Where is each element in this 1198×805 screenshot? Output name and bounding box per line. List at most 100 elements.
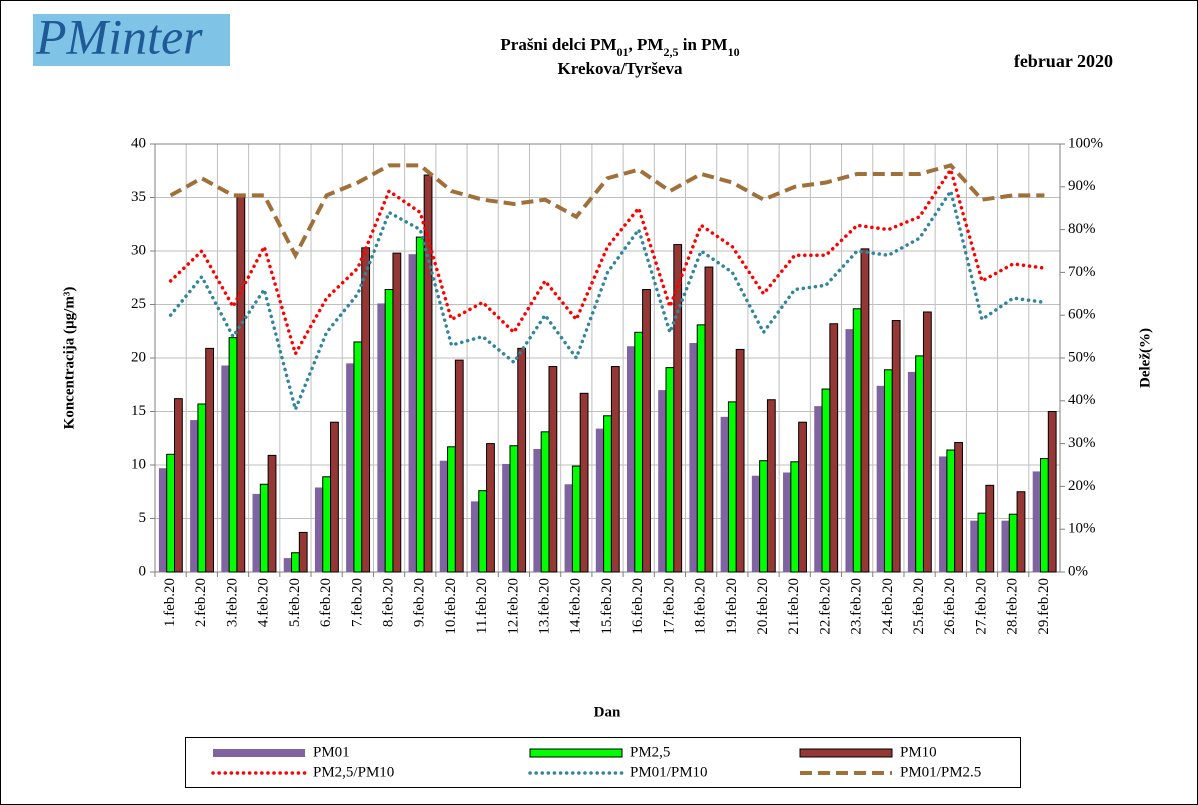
y-tick-label: 15 <box>131 403 146 419</box>
x-tick-label: 26.feb.20 <box>942 578 958 635</box>
logo-box <box>33 14 230 66</box>
x-tick-label: 12.feb.20 <box>505 578 521 635</box>
bar <box>1047 411 1057 573</box>
title-part: in PM <box>678 35 727 54</box>
bar <box>852 308 862 573</box>
bar <box>392 252 402 573</box>
y2-axis-label: Delež(%) <box>1137 328 1153 388</box>
y2-tick-label: 90% <box>1068 178 1096 194</box>
x-tick-label: 2.feb.20 <box>193 578 209 627</box>
bar <box>517 347 527 573</box>
bar <box>627 346 635 572</box>
x-tick-label: 4.feb.20 <box>256 578 272 627</box>
x-tick-label: 19.feb.20 <box>724 578 740 635</box>
bar <box>540 431 550 573</box>
legend-label: PM10 <box>900 744 937 760</box>
y-tick-label: 20 <box>131 349 146 365</box>
bar <box>384 289 394 573</box>
bar <box>790 461 800 573</box>
line <box>169 163 1045 260</box>
x-tick-label: 1.feb.20 <box>162 578 178 627</box>
x-tick-label: 8.feb.20 <box>380 578 396 627</box>
bar <box>798 421 807 573</box>
x-tick-label: 10.feb.20 <box>443 578 459 635</box>
bar <box>579 392 589 573</box>
bar <box>946 449 956 573</box>
y-tick-label: 35 <box>131 189 146 205</box>
bar <box>891 320 901 573</box>
bar <box>259 483 269 573</box>
legend-label: PM01 <box>313 744 350 760</box>
x-tick-label: 29.feb.20 <box>1036 578 1052 635</box>
bar <box>478 490 488 573</box>
y-axis-label: Koncentracija (µg/m³) <box>61 287 77 430</box>
bar <box>571 465 581 573</box>
x-tick-label: 6.feb.20 <box>318 578 334 627</box>
bar <box>751 475 760 572</box>
y-tick-label: 40 <box>131 135 146 151</box>
y-tick-label: 25 <box>131 296 146 312</box>
title-part: 10 <box>728 45 740 59</box>
x-tick-label: 14.feb.20 <box>568 578 584 635</box>
bar <box>595 428 604 572</box>
bar <box>673 244 683 573</box>
y2-tick-label: 20% <box>1068 478 1096 494</box>
bar <box>314 487 323 572</box>
y2-tick-label: 60% <box>1068 307 1096 323</box>
x-tick-label: 3.feb.20 <box>224 578 240 627</box>
bar <box>205 347 215 573</box>
bar <box>720 416 729 572</box>
bar <box>603 415 612 573</box>
bar <box>423 174 433 573</box>
bar <box>252 493 261 572</box>
bar <box>439 460 448 572</box>
bar <box>954 442 963 573</box>
bar <box>845 329 854 572</box>
bar <box>985 484 995 573</box>
y2-tick-label: 50% <box>1068 349 1096 365</box>
x-tick-label: 20.feb.20 <box>755 578 771 635</box>
x-axis-label: Dan <box>594 704 621 720</box>
bar <box>502 463 510 572</box>
legend-swatch <box>799 748 893 758</box>
bar <box>704 266 714 573</box>
x-tick-label: 16.feb.20 <box>630 578 646 635</box>
title-part: 01 <box>617 45 629 59</box>
bar <box>1039 458 1049 573</box>
bar <box>221 365 230 572</box>
bar <box>665 367 675 573</box>
y-tick-label: 10 <box>131 456 146 472</box>
bar <box>291 552 300 573</box>
y2-tick-label: 80% <box>1068 221 1096 237</box>
bar <box>634 331 644 573</box>
bar <box>1008 513 1018 573</box>
legend-label: PM2,5/PM10 <box>313 764 394 780</box>
bar <box>1001 520 1010 572</box>
bar <box>922 311 932 573</box>
bar <box>907 371 916 572</box>
bar <box>408 254 417 572</box>
bar <box>759 460 768 573</box>
x-tick-label: 21.feb.20 <box>786 578 802 635</box>
legend <box>185 737 1021 788</box>
x-tick-label: 13.feb.20 <box>537 578 553 635</box>
bar <box>346 363 354 572</box>
bar <box>548 366 558 573</box>
title-part: 2,5 <box>663 45 678 59</box>
bar <box>166 453 176 573</box>
bar <box>970 520 979 572</box>
y2-tick-label: 30% <box>1068 435 1096 451</box>
bar <box>454 359 464 573</box>
bar <box>361 247 371 573</box>
bar <box>353 341 363 573</box>
x-tick-label: 7.feb.20 <box>349 578 365 627</box>
y2-tick-label: 0% <box>1068 563 1088 579</box>
x-tick-label: 25.feb.20 <box>911 578 927 635</box>
x-tick-label: 5.feb.20 <box>287 578 303 627</box>
bar <box>415 236 425 573</box>
bar <box>696 324 706 573</box>
bar <box>876 385 885 572</box>
bar <box>1032 471 1041 572</box>
legend-swatch <box>213 749 305 757</box>
bar <box>860 248 870 573</box>
